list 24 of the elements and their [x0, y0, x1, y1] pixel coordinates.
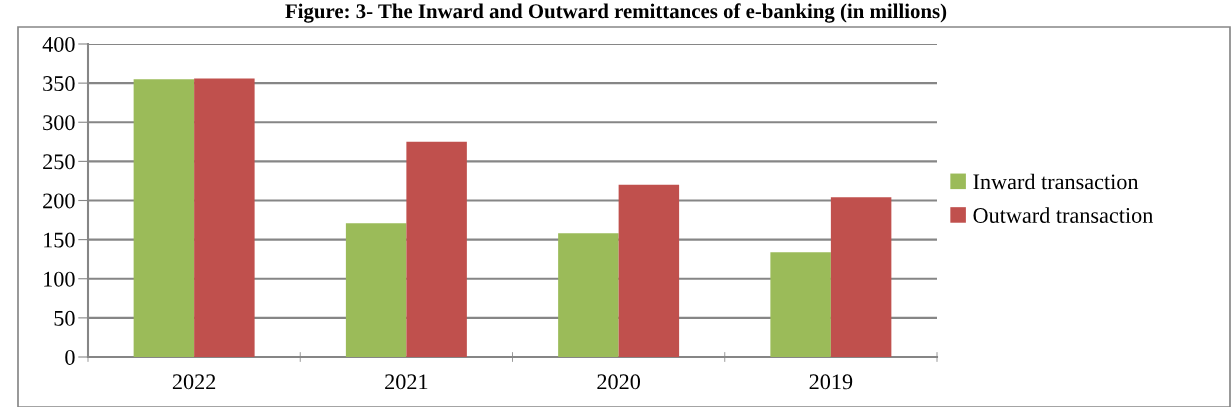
legend-label: Outward transaction	[973, 207, 1154, 223]
bar	[770, 252, 831, 357]
y-tick-label: 0	[65, 349, 75, 365]
bar	[830, 197, 892, 357]
y-tick-label: 50	[54, 310, 75, 326]
y-tick-label: 200	[43, 193, 75, 209]
y-tick-label: 400	[42, 36, 75, 52]
y-tick-label: 100	[44, 271, 75, 287]
bar	[194, 78, 255, 357]
bar	[345, 223, 407, 357]
bar	[406, 141, 467, 357]
y-tick-label: 250	[43, 154, 75, 170]
y-tick-label: 300	[43, 115, 75, 131]
y-tick-label: 350	[43, 76, 75, 92]
x-tick-label: 2020	[597, 374, 640, 390]
legend-label: Inward transaction	[973, 173, 1139, 190]
bar	[618, 184, 680, 357]
y-tick-label: 150	[44, 232, 75, 248]
x-tick-label: 2019	[809, 374, 853, 390]
bar	[133, 79, 195, 357]
chart-title: Figure: 3- The Inward and Outward remittances of e-banking (in millions)	[285, 3, 947, 23]
bar	[558, 233, 619, 357]
x-tick-label: 2021	[385, 374, 428, 390]
x-tick-label: 2022	[172, 374, 216, 390]
